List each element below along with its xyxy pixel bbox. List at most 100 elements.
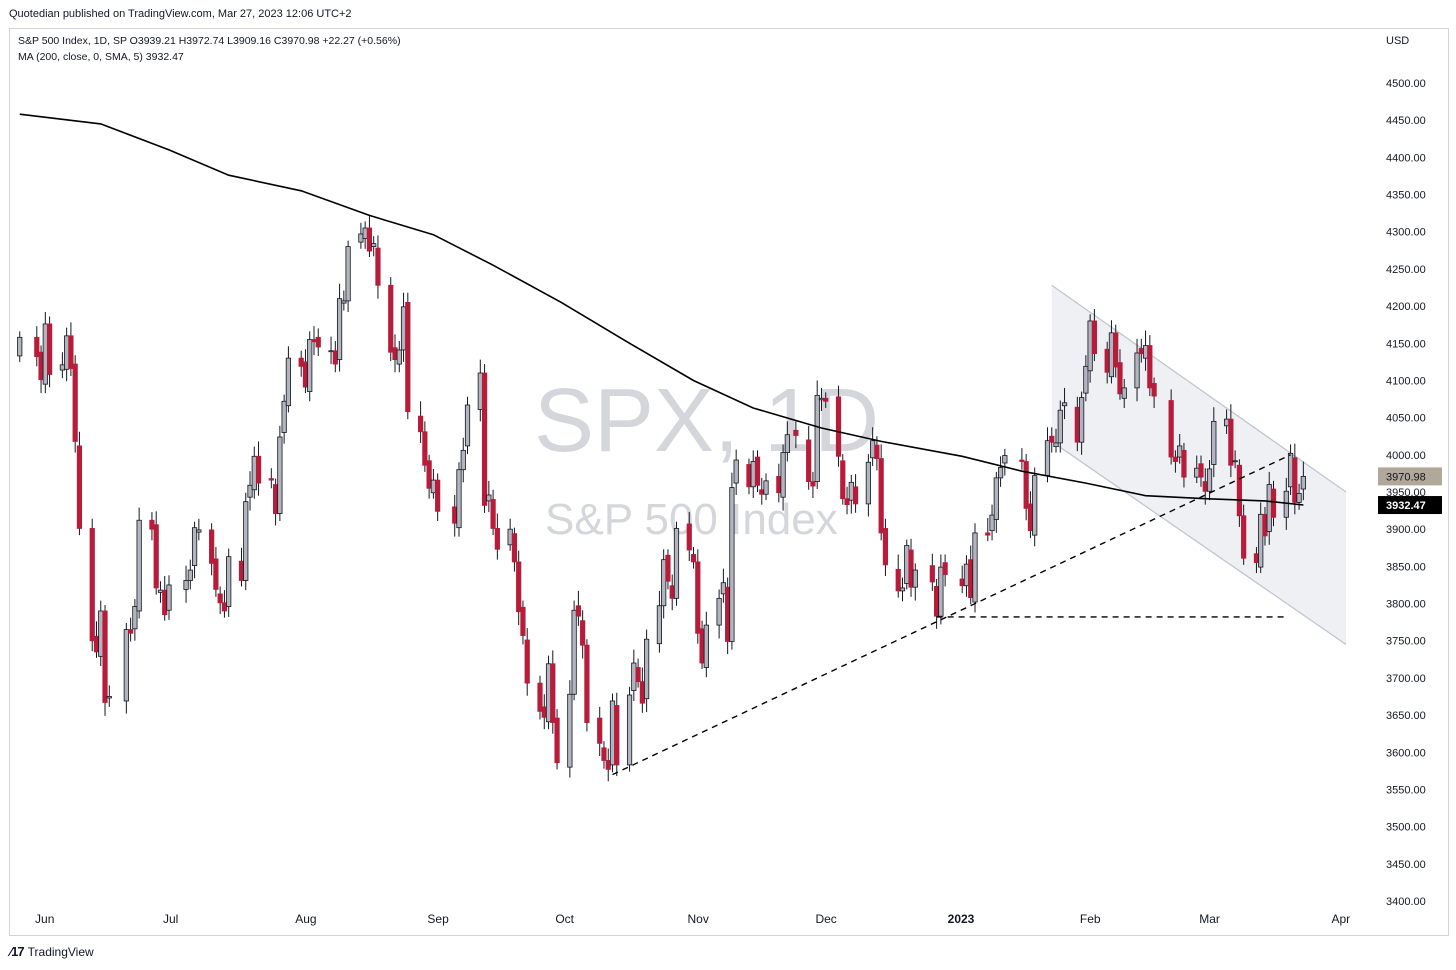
candle-up bbox=[661, 559, 667, 607]
candle-down bbox=[554, 717, 560, 764]
candle-down bbox=[1262, 513, 1268, 537]
candle-down bbox=[1198, 463, 1204, 478]
candle-up bbox=[912, 569, 918, 588]
candle-up bbox=[703, 624, 709, 668]
watermark-symbol: SPX, 1D bbox=[534, 371, 880, 471]
candle-down bbox=[302, 361, 309, 388]
candle-up bbox=[328, 350, 334, 353]
candle-down bbox=[72, 363, 78, 442]
y-tick-label: 4100.00 bbox=[1386, 375, 1426, 387]
candle-down bbox=[1181, 449, 1187, 478]
candle-down bbox=[852, 486, 859, 505]
candle-up bbox=[59, 364, 65, 371]
candle-down bbox=[1168, 400, 1174, 458]
candle-up bbox=[17, 336, 23, 357]
y-tick-label: 3400.00 bbox=[1386, 896, 1426, 908]
candle-down bbox=[422, 431, 428, 466]
candle-down bbox=[1202, 481, 1208, 492]
candle-down bbox=[238, 560, 245, 581]
candle-down bbox=[511, 533, 518, 563]
candle-down bbox=[605, 760, 611, 770]
candle-up bbox=[400, 306, 407, 351]
candle-down bbox=[1228, 418, 1234, 466]
candle-up bbox=[1287, 452, 1294, 488]
candle-down bbox=[959, 578, 965, 587]
channel-lower-line bbox=[1051, 440, 1347, 645]
candle-down bbox=[481, 372, 488, 506]
candle-down bbox=[882, 528, 889, 566]
candle-down bbox=[417, 415, 424, 433]
candle-up bbox=[644, 638, 650, 700]
candle-up bbox=[1108, 332, 1115, 378]
candle-up bbox=[1057, 409, 1063, 444]
candle-down bbox=[1172, 456, 1179, 462]
candle-down bbox=[255, 455, 262, 484]
candle-up bbox=[132, 606, 138, 630]
candle-down bbox=[942, 562, 948, 575]
x-tick-label: Sep bbox=[427, 912, 449, 926]
y-tick-label: 4000.00 bbox=[1386, 450, 1426, 462]
legend-ma[interactable]: MA (200, close, 0, SMA, 5) 3932.47 bbox=[18, 51, 184, 63]
x-tick-label: Jul bbox=[163, 912, 178, 926]
candle-down bbox=[844, 498, 850, 506]
candle-up bbox=[307, 339, 313, 393]
candle-down bbox=[1270, 488, 1277, 518]
chart-frame[interactable] bbox=[9, 28, 1449, 936]
ma-200-line bbox=[19, 113, 1304, 506]
candle-down bbox=[810, 481, 816, 487]
candle-down bbox=[1117, 362, 1123, 395]
candle-down bbox=[38, 351, 44, 381]
candle-up bbox=[371, 243, 377, 248]
candle-up bbox=[567, 693, 573, 768]
candle-up bbox=[993, 477, 999, 520]
candle-up bbox=[904, 545, 910, 584]
candle-down bbox=[895, 568, 901, 592]
candle-down bbox=[908, 549, 914, 588]
candle-up bbox=[1053, 442, 1059, 448]
candle-down bbox=[149, 519, 155, 530]
candle-up bbox=[865, 461, 871, 505]
candle-up bbox=[870, 440, 876, 459]
candle-down bbox=[93, 635, 100, 653]
candle-up bbox=[631, 662, 637, 691]
y-tick-label: 3500.00 bbox=[1386, 822, 1426, 834]
candle-down bbox=[835, 396, 842, 457]
candle-down bbox=[601, 747, 607, 761]
y-tick-label: 4500.00 bbox=[1386, 78, 1426, 90]
legend-ohlc[interactable]: S&P 500 Index, 1D, SP O3939.21 H3972.74 … bbox=[18, 35, 401, 47]
candle-up bbox=[1283, 490, 1289, 518]
candle-down bbox=[217, 593, 223, 604]
candle-up bbox=[784, 434, 790, 453]
candle-up bbox=[1121, 387, 1127, 399]
candle-down bbox=[516, 561, 522, 613]
candle-up bbox=[396, 349, 402, 365]
candle-up bbox=[285, 357, 292, 407]
y-tick-label: 3750.00 bbox=[1386, 636, 1426, 648]
candle-up bbox=[571, 609, 577, 695]
candle-up bbox=[341, 300, 347, 304]
candle-down bbox=[686, 523, 692, 551]
candle-up bbox=[464, 404, 471, 447]
candle-down bbox=[575, 605, 581, 617]
candle-up bbox=[1177, 445, 1183, 458]
y-tick-label: 3900.00 bbox=[1386, 524, 1426, 536]
candle-up bbox=[1296, 493, 1302, 503]
y-tick-label: 3850.00 bbox=[1386, 561, 1426, 573]
candle-up bbox=[1194, 467, 1200, 478]
candle-down bbox=[806, 439, 812, 482]
candle-up bbox=[1079, 397, 1085, 443]
candle-down bbox=[128, 629, 134, 634]
candle-up bbox=[716, 597, 722, 626]
candle-down bbox=[273, 484, 279, 514]
footer-brand-text: TradingView bbox=[27, 944, 94, 959]
ma-value-label: 3932.47 bbox=[1386, 500, 1426, 512]
currency-label: USD bbox=[1386, 35, 1410, 47]
candle-down bbox=[524, 639, 530, 684]
candle-up bbox=[780, 452, 786, 498]
footer-branding[interactable]: ⁄17 TradingView bbox=[10, 944, 94, 959]
candle-down bbox=[754, 456, 761, 486]
candle-up bbox=[1206, 468, 1213, 492]
y-tick-label: 3550.00 bbox=[1386, 784, 1426, 796]
candle-down bbox=[426, 460, 432, 489]
